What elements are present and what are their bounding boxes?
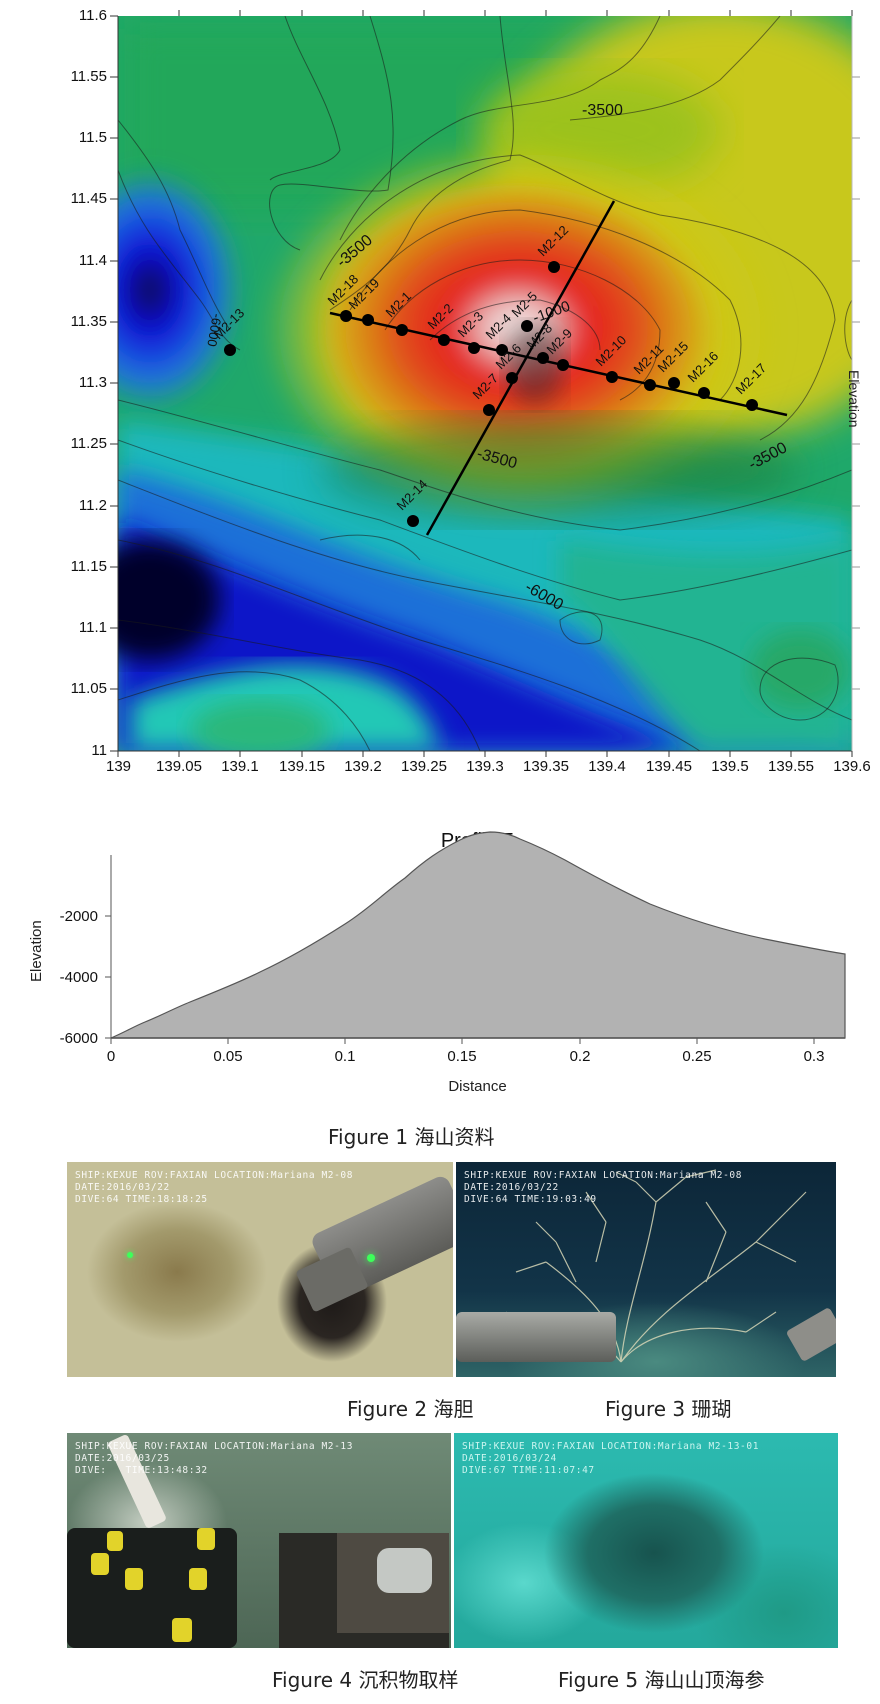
y-tick-label: 11.05 [70, 680, 107, 697]
figure-5-caption: Figure 5 海山山顶海参 [558, 1668, 765, 1692]
figure-4-caption: Figure 4 沉积物取样 [272, 1668, 459, 1692]
y-tick-label: 11.55 [70, 68, 107, 85]
x-tick-label: 139.45 [646, 758, 692, 775]
x-tick-label: 139.1 [221, 758, 259, 775]
figure-2-caption: Figure 2 海胆 [347, 1397, 474, 1421]
rov-overlay-text: SHIP:KEXUE ROV:FAXIAN LOCATION:Mariana M… [75, 1441, 354, 1476]
x-tick-label: 139 [106, 758, 132, 775]
y-tick-label: -2000 [59, 908, 98, 925]
contour-label: -6000 [204, 312, 225, 347]
x-tick-label: 0.3 [803, 1048, 825, 1065]
x-axis-label: Distance [448, 1078, 507, 1095]
y-tick-label: 11.3 [78, 374, 107, 391]
y-tick-label: -4000 [59, 969, 98, 986]
x-tick-label: 139.5 [711, 758, 749, 775]
y-tick-label: 11.2 [78, 497, 107, 514]
x-tick-label: 139.25 [401, 758, 447, 775]
y-tick-label: 11.4 [78, 252, 107, 269]
rov-overlay-text: SHIP:KEXUE ROV:FAXIAN LOCATION:Mariana M… [462, 1441, 760, 1476]
coral-fan-illustration [505, 1169, 807, 1363]
y-tick-label: -6000 [59, 1030, 98, 1047]
profile-plot [105, 831, 846, 1044]
y-tick-label: 11.15 [70, 558, 107, 575]
y-tick-label: 11.25 [70, 435, 107, 452]
x-tick-label: 0 [106, 1048, 116, 1065]
bathymetry-map: M2-18 M2-19 M2-1 M2-2 M2-3 M2-4 M2-5 M2-… [0, 0, 880, 775]
x-tick-label: 139.55 [768, 758, 814, 775]
figure-5-photo-sea-cucumber: SHIP:KEXUE ROV:FAXIAN LOCATION:Mariana M… [454, 1433, 838, 1648]
y-tick-label: 11.6 [78, 7, 107, 24]
x-tick-label: 0.1 [334, 1048, 356, 1065]
y-tick-label: 11.45 [70, 190, 107, 207]
colorbar-label: Elevation [846, 370, 862, 428]
x-tick-label: 0.05 [213, 1048, 243, 1065]
figure-4-photo-sediment-sampling: SHIP:KEXUE ROV:FAXIAN LOCATION:Mariana M… [67, 1433, 451, 1648]
y-tick-label: 11.5 [78, 129, 107, 146]
x-tick-label: 139.35 [523, 758, 569, 775]
x-tick-label: 139.6 [833, 758, 871, 775]
y-axis-label: Elevation [28, 920, 45, 982]
profile-chart: Profile 5 -2000 -4000 -6000 0 0.05 0.1 0… [0, 820, 880, 1120]
x-tick-label: 139.15 [279, 758, 325, 775]
x-tick-label: 139.4 [588, 758, 626, 775]
x-tick-label: 0.2 [569, 1048, 591, 1065]
x-tick-label: 139.3 [466, 758, 504, 775]
transect-line-ns [425, 200, 616, 536]
x-tick-label: 0.15 [447, 1048, 477, 1065]
figure-1-caption: Figure 1 海山资料 [328, 1125, 495, 1149]
rov-overlay-text: SHIP:KEXUE ROV:FAXIAN LOCATION:Mariana M… [75, 1170, 354, 1205]
y-tick-label: 11.1 [78, 619, 107, 636]
figure-3-caption: Figure 3 珊瑚 [605, 1397, 732, 1421]
rov-overlay-text: SHIP:KEXUE ROV:FAXIAN LOCATION:Mariana M… [464, 1170, 743, 1205]
contour-label: -3500 [582, 102, 623, 119]
x-tick-label: 139.05 [156, 758, 202, 775]
x-tick-label: 139.2 [344, 758, 382, 775]
x-tick-label: 0.25 [682, 1048, 712, 1065]
figure-2-photo-sea-urchin: SHIP:KEXUE ROV:FAXIAN LOCATION:Mariana M… [67, 1162, 453, 1377]
map-plot: M2-18 M2-19 M2-1 M2-2 M2-3 M2-4 M2-5 M2-… [110, 10, 860, 757]
figure-3-photo-coral: SHIP:KEXUE ROV:FAXIAN LOCATION:Mariana M… [456, 1162, 836, 1377]
y-tick-label: 11 [91, 742, 107, 759]
y-tick-label: 11.35 [70, 313, 107, 330]
